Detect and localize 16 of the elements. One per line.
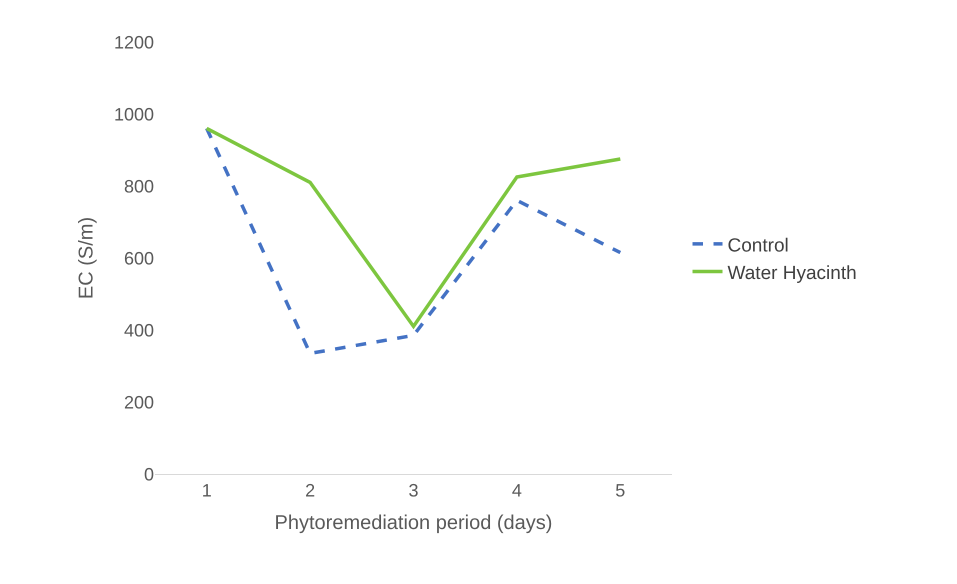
x-tick-label: 4 — [512, 480, 522, 501]
y-tick-label: 800 — [124, 176, 154, 196]
x-tick-label: 2 — [305, 480, 316, 501]
y-tick-label: 1000 — [114, 104, 154, 124]
x-axis-title: Phytoremediation period (days) — [274, 512, 552, 534]
y-tick-label: 0 — [144, 464, 154, 484]
y-tick-label: 1200 — [114, 32, 154, 52]
x-tick-label: 3 — [408, 480, 419, 501]
y-tick-label: 600 — [124, 248, 154, 268]
legend-label: Water Hyacinth — [728, 262, 857, 284]
x-tick-label: 1 — [202, 480, 212, 501]
y-tick-label: 200 — [124, 392, 154, 412]
legend-label: Control — [728, 235, 789, 256]
y-axis-title: EC (S/m) — [75, 216, 98, 300]
y-tick-label: 400 — [124, 320, 154, 340]
x-tick-label: 5 — [615, 480, 626, 501]
